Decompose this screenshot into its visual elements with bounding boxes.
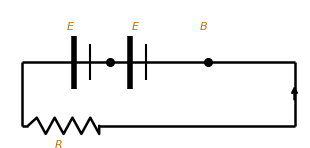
Text: R: R [55, 140, 63, 148]
Text: B: B [199, 22, 207, 32]
Text: E: E [66, 22, 73, 32]
Text: E: E [131, 22, 138, 32]
